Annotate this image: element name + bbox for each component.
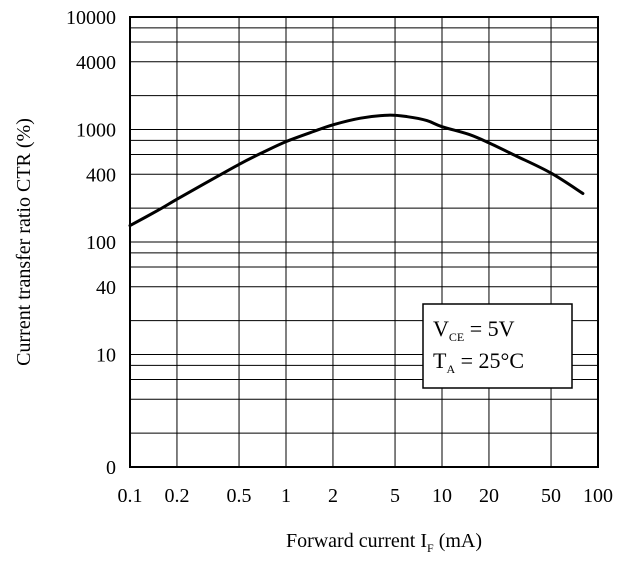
x-tick-label: 0.1 <box>118 485 143 507</box>
x-tick-label: 0.5 <box>227 485 252 507</box>
y-tick-label: 40 <box>96 277 116 299</box>
x-tick-label: 50 <box>541 485 561 507</box>
x-tick-label: 2 <box>328 485 338 507</box>
grid <box>129 17 599 468</box>
y-tick-label: 4000 <box>76 52 116 74</box>
y-tick-label: 0 <box>106 457 116 479</box>
x-tick-label: 0.2 <box>164 485 189 507</box>
condition-ta: TA = 25°C <box>433 348 524 376</box>
x-tick-label: 100 <box>583 485 613 507</box>
condition-box: VCE = 5V TA = 25°C <box>422 303 573 389</box>
y-axis-title: Current transfer ratio CTR (%) <box>13 118 35 366</box>
y-tick-label: 10000 <box>66 7 116 29</box>
condition-vce: VCE = 5V <box>433 316 515 344</box>
y-tick-label: 400 <box>86 164 116 186</box>
y-tick-label: 100 <box>86 232 116 254</box>
ctr-curve <box>128 113 585 228</box>
x-axis-title: Forward current IF (mA) <box>286 530 482 555</box>
y-tick-label: 1000 <box>76 120 116 142</box>
x-tick-label: 1 <box>281 485 291 507</box>
x-tick-label: 20 <box>479 485 499 507</box>
y-tick-label: 10 <box>96 345 116 367</box>
y-tick-labels: 0 10 40 100 400 1000 4000 10000 <box>66 7 116 479</box>
condition-box-frame <box>422 303 573 389</box>
x-tick-label: 10 <box>432 485 452 507</box>
x-tick-labels: 0.1 0.2 0.5 1 2 5 10 20 50 100 <box>118 485 614 507</box>
x-tick-label: 5 <box>390 485 400 507</box>
plot-frame <box>129 16 599 468</box>
